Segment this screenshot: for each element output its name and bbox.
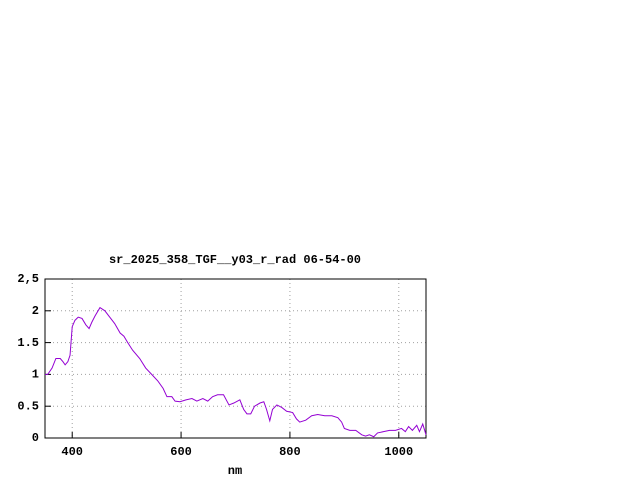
x-axis-label: nm [228, 464, 242, 478]
chart-title: sr_2025_358_TGF__y03_r_rad 06-54-00 [109, 253, 361, 267]
y-tick-label: 0 [32, 431, 39, 445]
plot-border [44, 278, 427, 439]
y-tick-label: 1 [32, 368, 39, 382]
y-tick-label: 2 [32, 304, 39, 318]
x-tick-label: 400 [61, 445, 83, 459]
x-tick-label: 600 [170, 445, 192, 459]
y-tick-label: 2,5 [17, 272, 39, 286]
x-tick-label: 1000 [384, 445, 413, 459]
x-tick-label: 800 [279, 445, 301, 459]
y-tick-label: 0.5 [17, 399, 39, 413]
data-line [45, 306, 427, 438]
y-tick-label: 1.5 [17, 336, 39, 350]
